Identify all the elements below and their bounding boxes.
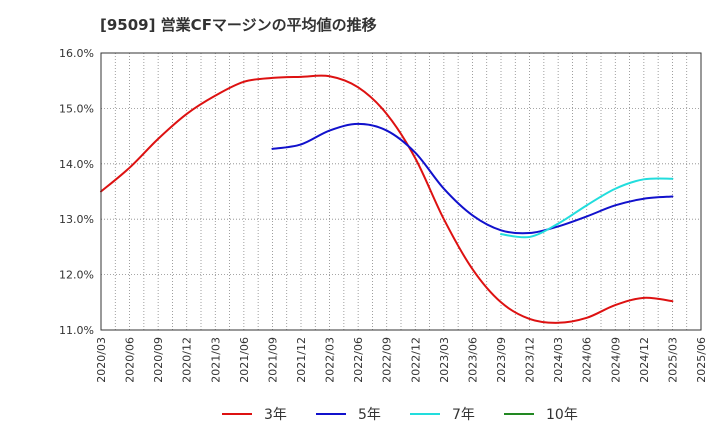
legend: 3年 5年 7年 10年 [222,407,578,423]
x-tick-label: 2020/09 [152,337,165,383]
y-tick-label: 14.0% [59,158,94,171]
y-tick-label: 16.0% [59,47,94,60]
x-tick-label: 2022/12 [409,337,422,383]
x-tick-label: 2021/06 [238,337,251,383]
x-tick-label: 2024/12 [638,337,651,383]
x-tick-label: 2023/06 [466,337,479,383]
y-tick-label: 12.0% [59,269,94,282]
series-layer [100,74,674,324]
grid-layer [101,53,701,330]
legend-label: 10年 [546,407,578,423]
x-tick-label: 2020/06 [124,337,137,383]
plot-frame [100,52,702,331]
x-tick-label: 2024/03 [552,337,565,383]
y-tick-label: 15.0% [59,102,94,115]
legend-label: 7年 [452,407,475,423]
series-line-3 [500,177,674,239]
chart-title: [9509] 営業CFマージンの平均値の推移 [100,16,377,34]
x-tick-label: 2021/03 [209,337,222,383]
x-tick-label: 2023/12 [524,337,537,383]
x-tick-label: 2025/06 [695,337,708,383]
y-tick-label: 13.0% [59,213,94,226]
x-tick-label: 2021/12 [295,337,308,383]
x-tick-label: 2021/09 [266,337,279,383]
x-axis-ticks: 2020/03 2020/06 2020/09 2020/12 2021/03 2021/… [95,337,708,383]
x-tick-label: 2023/09 [495,337,508,383]
legend-label: 3年 [264,407,287,423]
x-tick-label: 2025/03 [666,337,679,383]
x-tick-label: 2020/12 [181,337,194,383]
x-tick-label: 2022/06 [352,337,365,383]
series-line-1 [100,74,674,324]
x-tick-label: 2023/03 [438,337,451,383]
x-tick-label: 2024/06 [581,337,594,383]
legend-label: 5年 [358,407,381,423]
x-tick-label: 2022/09 [381,337,394,383]
x-tick-label: 2024/09 [609,337,622,383]
series-line-2 [271,122,674,235]
x-tick-label: 2020/03 [95,337,108,383]
x-tick-label: 2022/03 [324,337,337,383]
y-tick-label: 11.0% [59,324,94,337]
y-axis-ticks: 11.0% 12.0% 13.0% 14.0% 15.0% 16.0% [59,47,94,337]
